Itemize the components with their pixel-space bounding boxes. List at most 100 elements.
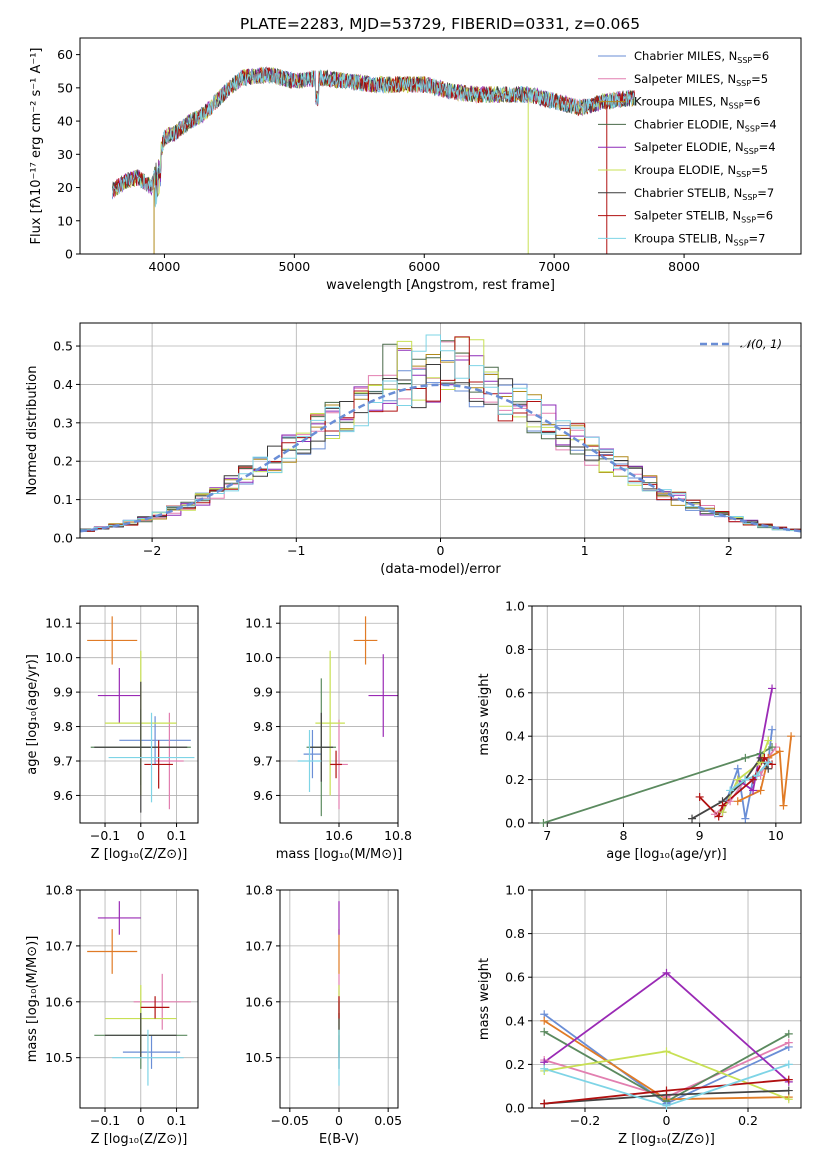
plot-area-residuals bbox=[80, 334, 801, 534]
weight-marker bbox=[760, 753, 769, 762]
legend-entry: 𝒩(0, 1) bbox=[740, 337, 782, 351]
x-tick-label: −0.05 bbox=[271, 1113, 309, 1128]
weight-marker bbox=[540, 1027, 549, 1036]
weight-line-7 bbox=[698, 756, 773, 819]
y-tick-label: 0.1 bbox=[53, 492, 73, 507]
y-tick-label: 1.0 bbox=[505, 883, 525, 898]
y-tick-label: 9.6 bbox=[53, 788, 73, 803]
y-axis-label: mass [log₁₀(M/M⊙)] bbox=[25, 936, 40, 1063]
panel-age-vs-mass: 10.6 10.8 9.6 9.7 9.8 9.9 10.0 10.1 mass [log₁₀(… bbox=[245, 605, 412, 862]
weight-marker bbox=[540, 1064, 549, 1073]
x-tick-label: 0 bbox=[335, 1113, 343, 1128]
y-axis-label: Normed distribution bbox=[25, 366, 40, 496]
x-tick-label: −0.1 bbox=[90, 828, 120, 843]
legend-entry: Salpeter ELODIE, NSSP=4 bbox=[634, 140, 776, 156]
residual-histogram-8 bbox=[80, 334, 801, 534]
x-axis-label: Z [log₁₀(Z/Z⊙)] bbox=[91, 1132, 188, 1147]
legend-suffix: =7 bbox=[757, 186, 774, 200]
weight-marker bbox=[775, 747, 784, 756]
weight-marker bbox=[741, 753, 750, 762]
legend-suffix: =6 bbox=[752, 49, 769, 63]
weight-marker bbox=[784, 1029, 793, 1038]
y-tick-label: 30 bbox=[57, 147, 73, 162]
legend-sub: SSP bbox=[736, 79, 751, 88]
y-tick-label: 0.0 bbox=[505, 816, 525, 831]
legend-sub: SSP bbox=[745, 124, 760, 133]
y-tick-label: 10.8 bbox=[245, 883, 273, 898]
y-tick-label: 20 bbox=[57, 180, 73, 195]
weight-marker bbox=[768, 684, 777, 693]
x-axis-label: wavelength [Angstrom, rest frame] bbox=[326, 278, 555, 293]
weight-line-5 bbox=[721, 740, 770, 813]
legend-suffix: =6 bbox=[756, 209, 773, 223]
weight-marker bbox=[752, 771, 761, 780]
weight-marker bbox=[726, 786, 735, 795]
legend-suffix: =4 bbox=[759, 140, 776, 154]
legend-sub: SSP bbox=[737, 56, 752, 65]
x-axis-label: (data-model)/error bbox=[380, 562, 501, 577]
weight-marker bbox=[764, 736, 773, 745]
y-tick-label: 9.9 bbox=[53, 685, 73, 700]
legend-sub: SSP bbox=[744, 147, 759, 156]
x-axis-label: Z [log₁₀(Z/Z⊙)] bbox=[91, 847, 188, 862]
panel-massweight-vs-Z: −0.2 0 0.2 0.0 0.2 0.4 0.6 0.8 1.0 Z [log₁₀(Z/Z⊙)… bbox=[477, 883, 802, 1147]
y-tick-label: 0.6 bbox=[505, 685, 525, 700]
weight-marker bbox=[756, 786, 765, 795]
x-tick-label: 0 bbox=[137, 828, 145, 843]
legend-name: Salpeter MILES, N bbox=[634, 72, 736, 86]
weight-marker bbox=[784, 1095, 793, 1104]
y-tick-label: 10.1 bbox=[45, 616, 73, 631]
legend-name: Kroupa ELODIE, N bbox=[634, 163, 736, 177]
x-tick-label: −2 bbox=[143, 543, 161, 558]
y-tick-label: 10.0 bbox=[45, 650, 73, 665]
y-tick-label: 0.5 bbox=[53, 339, 73, 354]
y-tick-label: 10 bbox=[57, 213, 73, 228]
x-tick-label: 1 bbox=[581, 543, 589, 558]
y-axis-label: age [log₁₀(age/yr)] bbox=[25, 654, 40, 775]
y-tick-label: 0.4 bbox=[505, 1013, 525, 1028]
y-tick-label: 9.8 bbox=[253, 719, 273, 734]
y-tick-label: 9.6 bbox=[253, 788, 273, 803]
x-tick-label: 9 bbox=[696, 828, 704, 843]
weight-marker bbox=[540, 1016, 549, 1025]
legend-name: Chabrier ELODIE, N bbox=[634, 117, 745, 131]
spectrum-line-8 bbox=[112, 66, 636, 208]
y-tick-label: 10.7 bbox=[45, 938, 73, 953]
y-tick-label: 0 bbox=[65, 247, 73, 262]
plot-area-massweight-vs-age bbox=[543, 688, 792, 823]
plot-area-age-vs-mass bbox=[297, 616, 398, 817]
legend-sub: SSP bbox=[742, 193, 757, 202]
weight-marker bbox=[733, 775, 742, 784]
y-tick-label: 10.5 bbox=[245, 1050, 273, 1065]
weight-marker bbox=[784, 1086, 793, 1095]
legend-entry: Kroupa STELIB, NSSP=7 bbox=[634, 231, 765, 247]
y-tick-label: 9.7 bbox=[253, 754, 273, 769]
weight-marker bbox=[784, 1060, 793, 1069]
legend-entry: Chabrier ELODIE, NSSP=4 bbox=[634, 117, 777, 133]
y-tick-label: 0.0 bbox=[505, 1101, 525, 1116]
weight-marker bbox=[733, 797, 742, 806]
y-tick-label: 0.2 bbox=[505, 1057, 525, 1072]
x-tick-label: 10.6 bbox=[325, 828, 353, 843]
legend-entry: Salpeter MILES, NSSP=5 bbox=[634, 72, 768, 88]
y-tick-label: 10.6 bbox=[245, 994, 273, 1009]
weight-marker bbox=[779, 801, 788, 810]
axes-frame bbox=[79, 605, 199, 824]
x-axis-label: Z [log₁₀(Z/Z⊙)] bbox=[618, 1132, 715, 1147]
y-axis-label: mass weight bbox=[477, 958, 492, 1040]
y-tick-label: 0.4 bbox=[505, 729, 525, 744]
weight-marker bbox=[662, 1086, 671, 1095]
plot-area-spectrum bbox=[112, 66, 636, 254]
x-tick-label: 10.8 bbox=[384, 828, 412, 843]
weight-marker bbox=[741, 775, 750, 784]
weight-marker bbox=[784, 1075, 793, 1084]
weight-marker bbox=[714, 812, 723, 821]
y-tick-label: 0.0 bbox=[53, 531, 73, 546]
legend-suffix: =5 bbox=[751, 72, 768, 86]
y-tick-label: 10.8 bbox=[45, 883, 73, 898]
x-axis-label: mass [log₁₀(M/M⊙)] bbox=[276, 847, 403, 862]
y-tick-label: 0.8 bbox=[505, 642, 525, 657]
y-tick-label: 0.2 bbox=[505, 772, 525, 787]
y-tick-label: 9.8 bbox=[53, 719, 73, 734]
weight-marker bbox=[539, 819, 548, 827]
